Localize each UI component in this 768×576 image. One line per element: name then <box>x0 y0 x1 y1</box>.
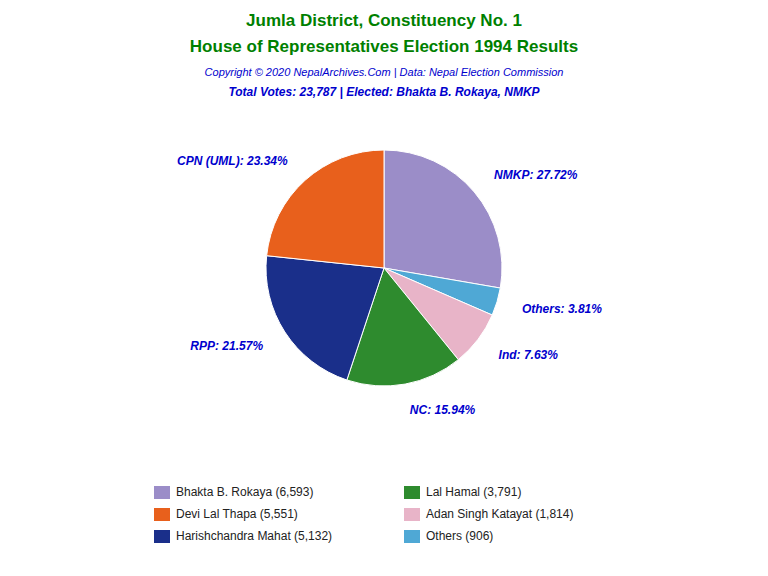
data-label: NC: 15.94% <box>410 403 476 417</box>
legend-label: Lal Hamal (3,791) <box>426 485 521 499</box>
legend-swatch <box>154 530 170 543</box>
data-label: NMKP: 27.72% <box>494 168 578 182</box>
legend-swatch <box>154 486 170 499</box>
pie <box>266 150 502 386</box>
slice-labels: NMKP: 27.72% Others: 3.81% Ind: 7.63% NC: 1… <box>177 154 602 417</box>
legend-item: Others (906) <box>404 529 493 543</box>
legend-swatch <box>154 508 170 521</box>
legend-label: Devi Lal Thapa (5,551) <box>176 507 298 521</box>
legend-label: Harishchandra Mahat (5,132) <box>176 529 332 543</box>
legend-label: Others (906) <box>426 529 493 543</box>
legend-item: Bhakta B. Rokaya (6,593) <box>154 485 313 499</box>
legend-label: Bhakta B. Rokaya (6,593) <box>176 485 313 499</box>
data-label: CPN (UML): 23.34% <box>177 154 288 168</box>
annotation: Total Votes: 23,787 | Elected: Bhakta B.… <box>228 85 540 99</box>
legend-item: Adan Singh Katayat (1,814) <box>404 507 573 521</box>
data-label: Ind: 7.63% <box>499 348 559 362</box>
legend: Bhakta B. Rokaya (6,593) Devi Lal Thapa (… <box>154 485 573 543</box>
slice <box>384 150 502 288</box>
data-label: RPP: 21.57% <box>190 339 263 353</box>
title: Jumla District, Constituency No. 1 <box>246 11 522 30</box>
legend-swatch <box>404 530 420 543</box>
legend-item: Devi Lal Thapa (5,551) <box>154 507 298 521</box>
data-label: Others: 3.81% <box>522 302 602 316</box>
subtitle: House of Representatives Election 1994 R… <box>190 37 578 56</box>
legend-item: Harishchandra Mahat (5,132) <box>154 529 332 543</box>
annotation: Copyright © 2020 NepalArchives.Com | Dat… <box>205 66 564 78</box>
chart: Jumla District, Constituency No. 1 House … <box>0 0 768 576</box>
legend-swatch <box>404 508 420 521</box>
slice <box>266 256 384 380</box>
legend-label: Adan Singh Katayat (1,814) <box>426 507 573 521</box>
legend-item: Lal Hamal (3,791) <box>404 485 521 499</box>
legend-swatch <box>404 486 420 499</box>
